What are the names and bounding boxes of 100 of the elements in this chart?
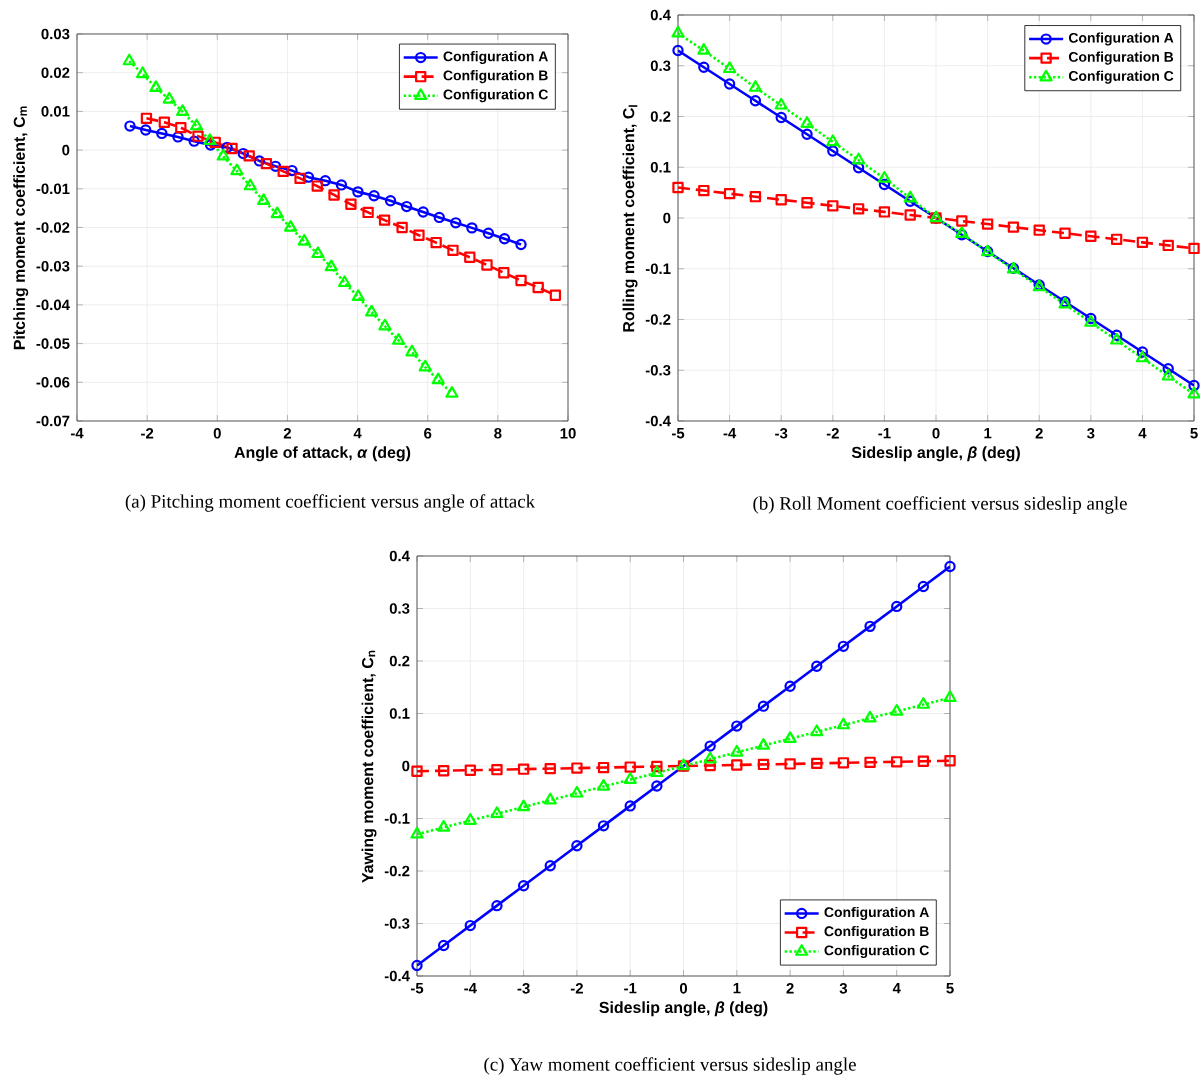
- point: [837, 757, 850, 769]
- x-tick-label: 2: [786, 983, 794, 994]
- point: [481, 259, 493, 271]
- point: [445, 386, 459, 398]
- point: [417, 206, 429, 218]
- point: [135, 66, 150, 79]
- point: [827, 145, 839, 157]
- y-axis-title: Yawing moment coefficient, C$_{n}$: [361, 650, 377, 883]
- x-tick-label: -3: [775, 428, 788, 439]
- point: [624, 800, 636, 812]
- point: [243, 150, 255, 162]
- y-axis-title: Pitching moment coefficient, C$_{m}$: [13, 106, 29, 350]
- point: [596, 779, 611, 791]
- point: [515, 274, 527, 287]
- point: [482, 227, 495, 239]
- y-tick-label: 0.1: [650, 161, 671, 173]
- point: [704, 759, 716, 772]
- point: [1059, 227, 1071, 239]
- point: [188, 135, 200, 147]
- point: [396, 221, 408, 234]
- y-tick-label: -0.06: [36, 377, 70, 388]
- point: [149, 80, 163, 93]
- point: [1187, 386, 1200, 399]
- legend-label: Configuration B: [1068, 51, 1174, 65]
- point: [1161, 368, 1175, 381]
- point: [204, 139, 217, 151]
- point: [722, 61, 737, 74]
- point: [916, 697, 930, 709]
- point: [490, 806, 504, 819]
- point: [368, 190, 380, 202]
- point: [943, 690, 957, 703]
- y-tick-label: -0.3: [384, 918, 410, 929]
- point: [757, 758, 770, 771]
- y-tick-label: 0.03: [41, 28, 70, 40]
- point: [903, 190, 917, 203]
- point: [413, 229, 425, 241]
- point: [437, 939, 450, 952]
- point: [124, 120, 136, 132]
- point: [672, 181, 684, 194]
- point: [723, 187, 736, 200]
- point: [463, 813, 477, 825]
- y-axis-title: Rolling moment coefficient, C$_{l}$: [622, 105, 638, 332]
- y-tick-label: -0.05: [36, 338, 70, 349]
- y-tick-label: 0.1: [389, 708, 410, 719]
- point: [623, 772, 637, 784]
- point: [756, 738, 771, 750]
- y-tick-label: 0.01: [41, 106, 70, 117]
- point: [391, 333, 406, 345]
- x-tick-label: 0: [932, 428, 940, 439]
- point: [286, 164, 298, 177]
- point: [571, 840, 583, 852]
- point: [203, 133, 217, 146]
- point: [1162, 239, 1174, 252]
- point: [651, 780, 663, 792]
- point: [749, 95, 762, 107]
- legend-label: Configuration C: [443, 89, 548, 103]
- point: [1033, 224, 1045, 236]
- point: [498, 267, 510, 279]
- x-tick-label: -2: [570, 983, 583, 994]
- point: [748, 80, 763, 92]
- point: [175, 104, 190, 117]
- point: [1135, 350, 1150, 363]
- point: [784, 680, 796, 692]
- legend-label: Configuration A: [1068, 32, 1174, 46]
- x-tick-label: 1: [984, 428, 992, 439]
- point: [466, 222, 478, 234]
- point: [731, 720, 743, 732]
- point: [491, 899, 503, 912]
- x-axis-title: Sideslip angle, β (deg): [599, 1001, 768, 1017]
- point: [571, 762, 583, 774]
- y-tick-label: 0: [402, 760, 410, 772]
- point: [811, 660, 823, 672]
- y-tick-label: -0.02: [36, 222, 70, 233]
- point: [450, 217, 462, 229]
- point: [162, 91, 176, 104]
- y-tick-label: 0.4: [389, 550, 410, 562]
- point: [464, 764, 476, 776]
- point: [801, 128, 813, 140]
- x-tick-label: -2: [141, 428, 154, 439]
- x-tick-label: 3: [1087, 428, 1095, 439]
- point: [784, 758, 796, 770]
- point: [464, 251, 476, 263]
- point: [811, 757, 823, 770]
- point: [877, 170, 892, 183]
- point: [917, 755, 930, 767]
- point: [723, 78, 736, 90]
- y-tick-label: 0.2: [650, 111, 671, 122]
- point: [294, 172, 306, 185]
- point: [297, 233, 311, 246]
- x-tick-label: -2: [826, 428, 839, 439]
- legend-label: Configuration C: [824, 945, 929, 959]
- point: [597, 820, 610, 832]
- x-tick-label: 4: [353, 428, 362, 439]
- point: [1085, 230, 1097, 242]
- point: [433, 211, 445, 224]
- point: [544, 762, 556, 775]
- point: [515, 238, 527, 251]
- point: [464, 919, 476, 932]
- y-tick-label: -0.04: [36, 299, 70, 311]
- point: [378, 214, 391, 226]
